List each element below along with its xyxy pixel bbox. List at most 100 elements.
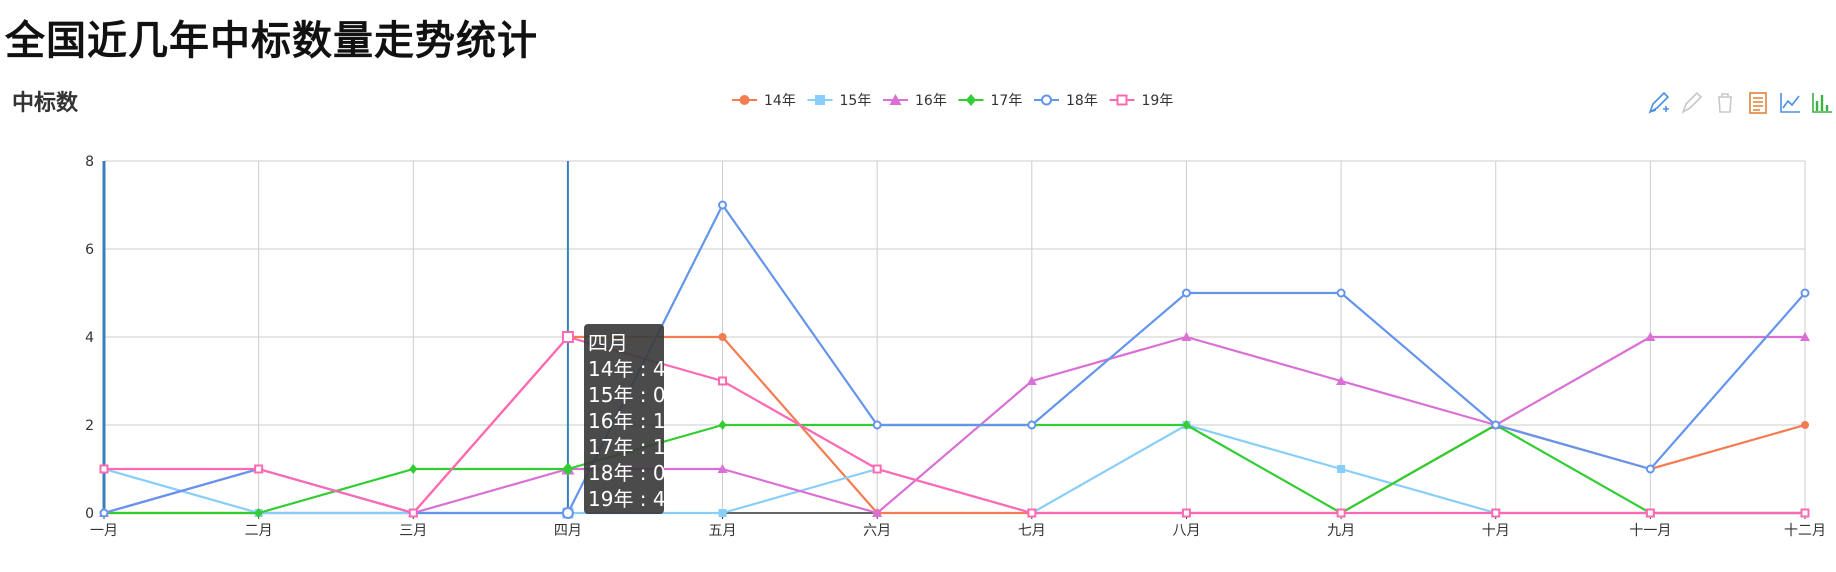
data-point <box>1645 332 1656 341</box>
page-title: 全国近几年中标数量走势统计 <box>5 18 538 64</box>
mark-clear-icon[interactable] <box>1718 93 1732 113</box>
axes-shape <box>1812 93 1832 113</box>
mark-icon[interactable] <box>1648 91 1670 114</box>
legend-label: 17年 <box>991 93 1023 109</box>
legend-item[interactable]: 18年 <box>1034 93 1098 109</box>
x-tick-label: 十二月 <box>1784 523 1826 539</box>
mark-undo-icon[interactable] <box>1681 91 1703 114</box>
x-tick-label: 七月 <box>1018 523 1046 539</box>
series-15年 <box>100 421 1809 519</box>
x-tick-label: 十月 <box>1482 523 1510 539</box>
legend-item[interactable]: 17年 <box>958 93 1023 109</box>
trash-shape <box>1718 93 1732 113</box>
y-tick-label: 6 <box>85 242 94 258</box>
y-tick-label: 4 <box>85 330 94 346</box>
line-chart-icon[interactable] <box>1780 93 1800 113</box>
data-point <box>99 464 109 474</box>
legend-marker <box>1116 94 1128 106</box>
x-tick-label: 九月 <box>1327 523 1355 539</box>
tooltip-box <box>584 324 664 514</box>
doc-shape <box>1749 92 1767 114</box>
data-point <box>1027 508 1037 518</box>
data-point <box>561 507 574 519</box>
data-point <box>562 462 574 476</box>
data-point <box>1027 420 1037 430</box>
legend-marker <box>739 95 750 105</box>
data-point <box>99 508 109 518</box>
chart-grid <box>103 160 1806 514</box>
bar-chart-icon[interactable] <box>1812 93 1832 113</box>
data-view-icon[interactable] <box>1749 92 1767 114</box>
tooltip-line: 18年 : 0 <box>588 461 666 485</box>
data-point <box>717 464 728 473</box>
data-point <box>408 508 418 518</box>
legend-item[interactable]: 16年 <box>883 93 947 109</box>
legend-item[interactable]: 15年 <box>807 93 872 109</box>
legend-label: 15年 <box>840 93 872 109</box>
data-point <box>718 376 728 386</box>
data-point <box>1800 508 1810 518</box>
plus-shape <box>1663 106 1669 112</box>
legend-item[interactable]: 14年 <box>732 93 796 109</box>
bars-shape <box>1815 95 1829 111</box>
data-point <box>1336 376 1347 385</box>
series-line <box>103 423 1805 515</box>
chart-toolbox <box>1648 91 1832 114</box>
legend-marker <box>966 94 976 106</box>
data-point <box>1491 420 1501 430</box>
y-tick-label: 8 <box>85 154 94 170</box>
x-tick-label: 十一月 <box>1629 523 1671 539</box>
legend-label: 16年 <box>915 93 947 109</box>
data-point <box>872 464 882 474</box>
data-point <box>718 200 728 210</box>
data-point <box>872 508 883 517</box>
x-tick-label: 二月 <box>245 523 273 539</box>
data-point <box>561 331 574 343</box>
tooltip-line: 16年 : 1 <box>588 409 666 433</box>
chart-legend: 14年 15年 16年 17年 18年 19年 <box>732 93 1173 109</box>
chart-series <box>99 200 1810 519</box>
series-17年 <box>100 420 1809 518</box>
x-tick-label: 一月 <box>90 523 118 539</box>
tooltip-line: 17年 : 1 <box>588 435 666 459</box>
line-shape <box>1782 95 1800 109</box>
legend-marker <box>889 94 902 105</box>
data-point <box>1182 420 1191 430</box>
y-tick-label: 2 <box>85 418 94 434</box>
data-point <box>718 333 727 341</box>
tooltip-title: 四月 <box>588 331 628 355</box>
data-point <box>718 420 727 430</box>
data-point <box>409 464 418 474</box>
data-point <box>1181 332 1192 341</box>
y-tick-label: 0 <box>85 506 94 522</box>
tooltip-line: 14年 : 4 <box>588 357 666 381</box>
data-point <box>1336 508 1346 518</box>
data-point <box>872 420 882 430</box>
data-point <box>1801 421 1809 429</box>
y-axis-name: 中标数 <box>12 90 79 116</box>
tooltip-line: 19年 : 4 <box>588 487 666 511</box>
x-tick-label: 五月 <box>709 523 737 539</box>
x-tick-label: 三月 <box>399 523 427 539</box>
data-point <box>1800 288 1810 298</box>
data-point <box>254 464 264 474</box>
series-line <box>104 423 1805 515</box>
data-point <box>1181 288 1191 298</box>
x-tick-label: 八月 <box>1172 523 1200 539</box>
series-19年 <box>99 331 1810 518</box>
data-point <box>1337 465 1346 473</box>
data-point <box>254 508 263 518</box>
legend-item[interactable]: 19年 <box>1109 93 1174 109</box>
data-point <box>1645 464 1655 474</box>
legend-label: 14年 <box>764 93 796 109</box>
pencil-shape <box>1681 91 1703 114</box>
doc-lines <box>1753 97 1763 111</box>
series-line <box>103 203 1806 515</box>
series-line <box>104 335 1805 515</box>
x-tick-label: 四月 <box>554 523 582 539</box>
legend-marker <box>1041 94 1052 106</box>
data-point <box>1026 376 1037 385</box>
